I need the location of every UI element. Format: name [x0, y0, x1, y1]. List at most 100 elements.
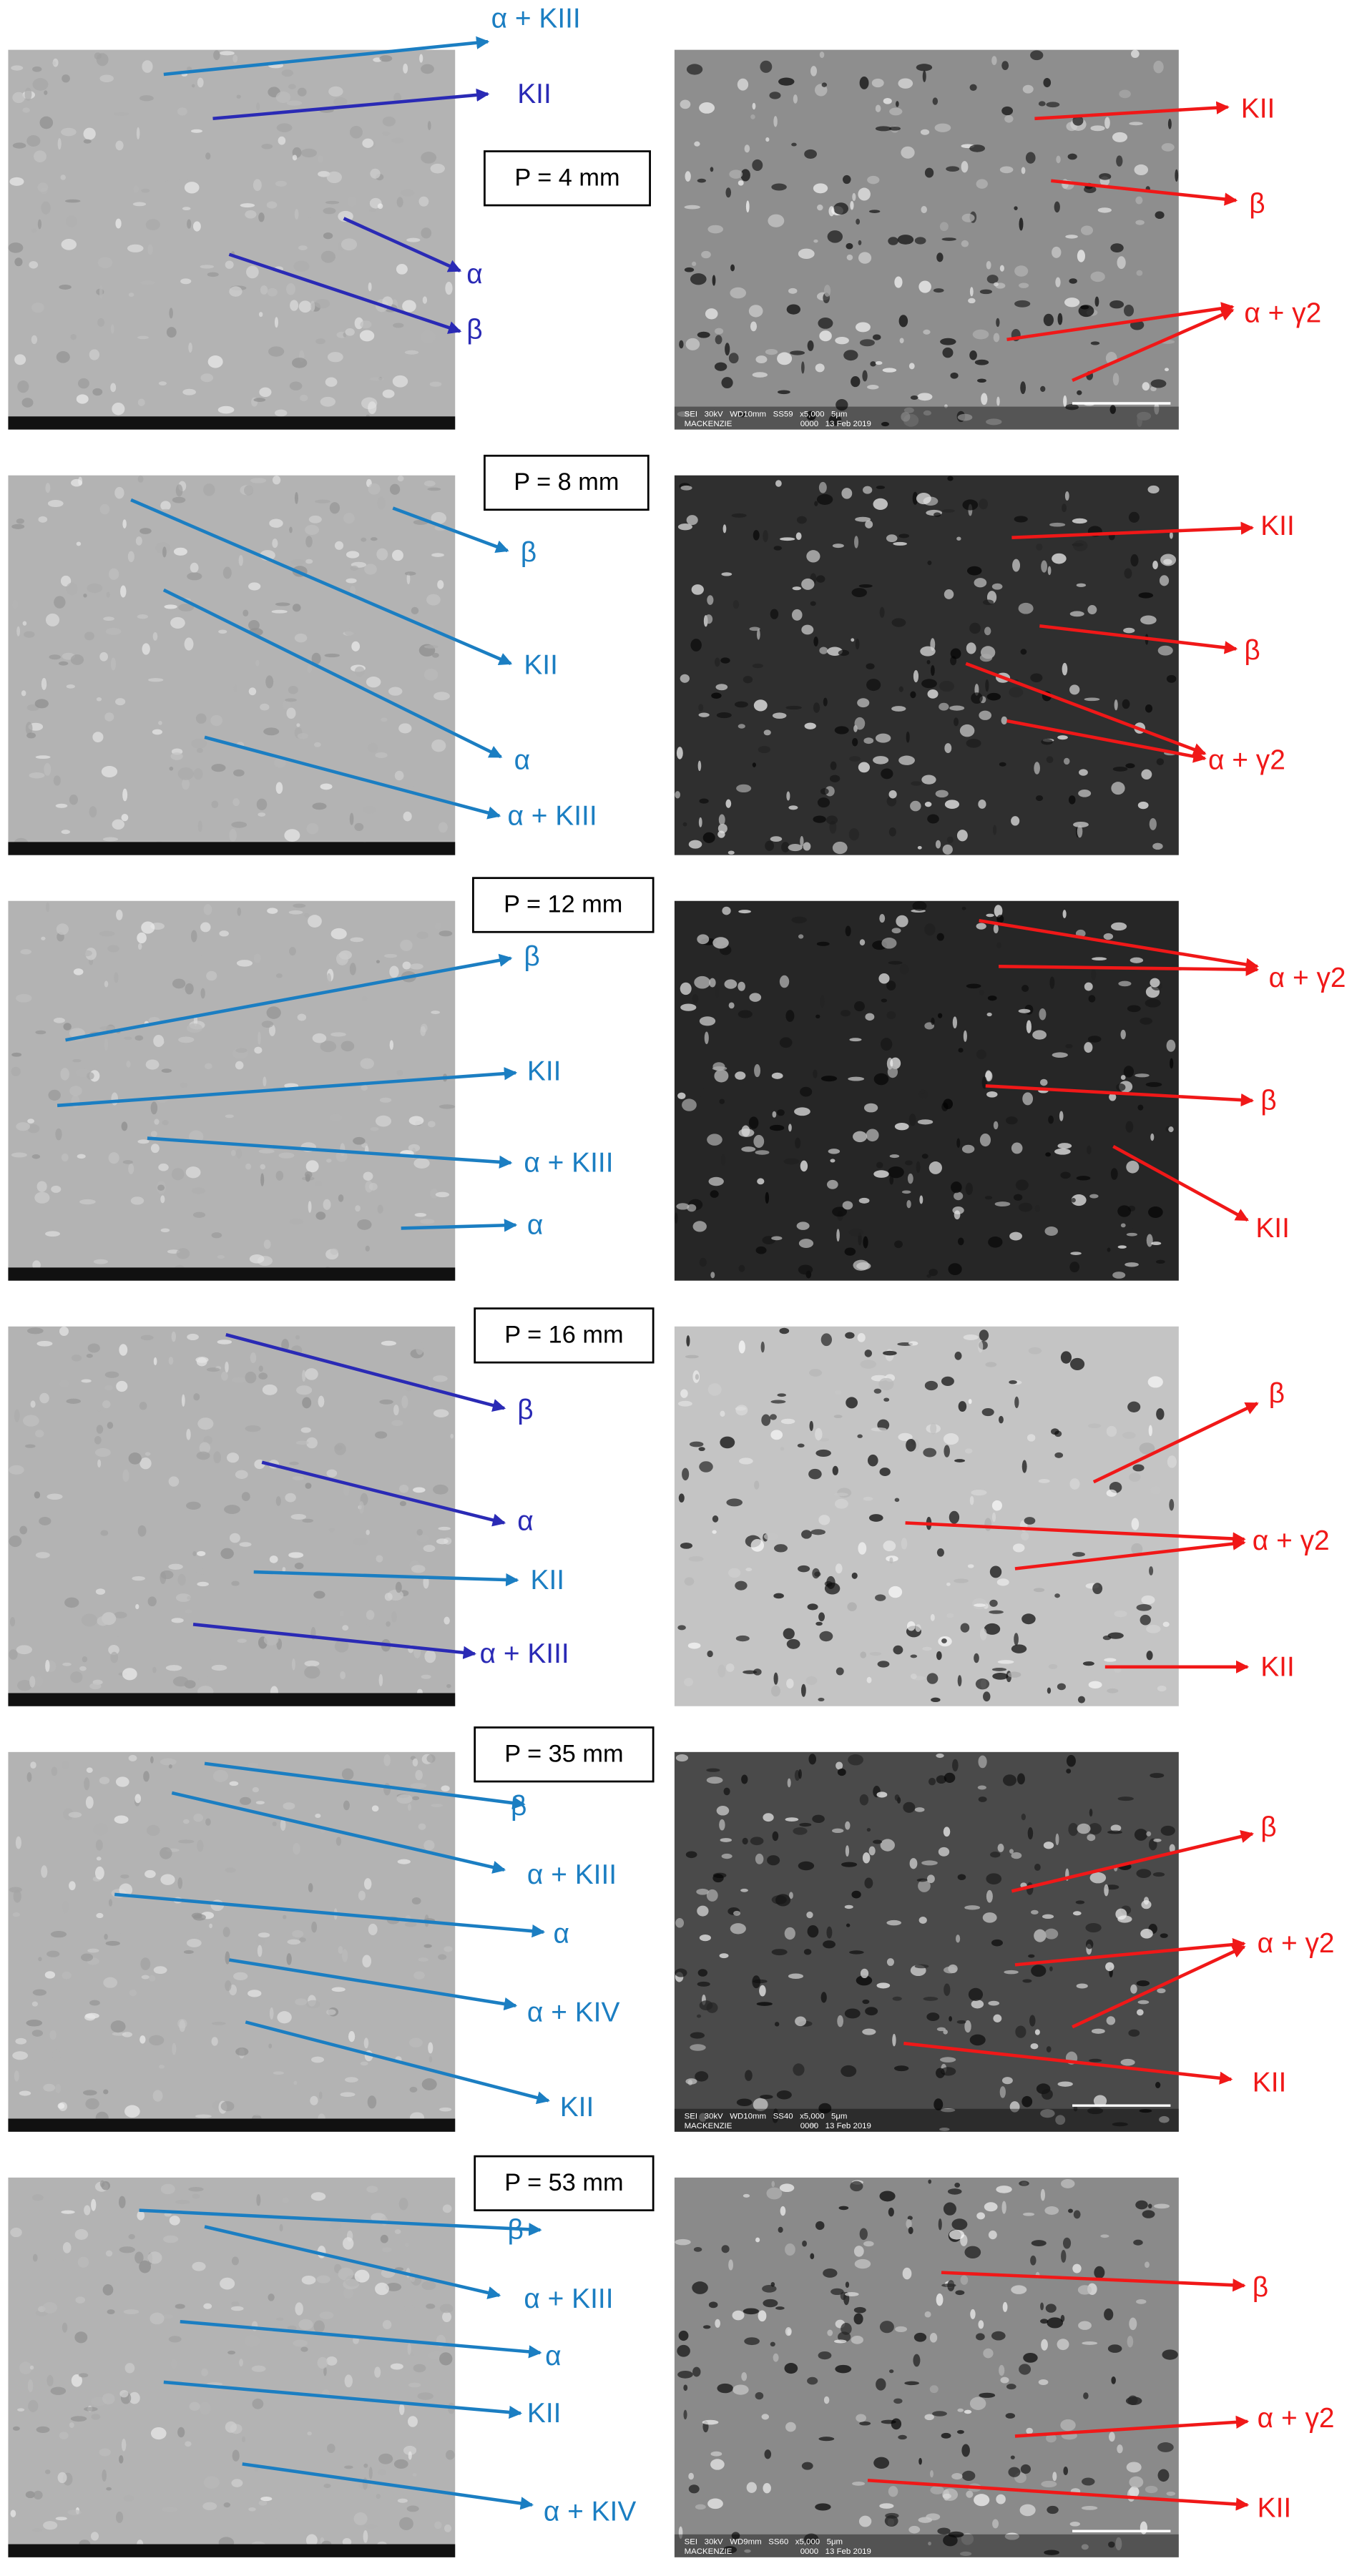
micrograph-feature	[873, 1388, 882, 1394]
micrograph-feature	[1157, 1685, 1167, 1692]
micrograph-feature	[946, 1582, 951, 1586]
micrograph-feature	[817, 205, 823, 211]
micrograph-feature	[427, 121, 431, 131]
micrograph-feature	[197, 1581, 209, 1587]
micrograph-feature	[300, 2346, 308, 2352]
micrograph-feature	[1136, 2299, 1147, 2304]
micrograph-feature	[20, 949, 31, 955]
micrograph-feature	[888, 790, 897, 799]
micrograph-feature	[873, 334, 881, 340]
micrograph-feature	[735, 1635, 750, 1642]
micrograph-feature	[23, 1415, 39, 1427]
micrograph-feature	[89, 1683, 102, 1690]
micrograph-feature	[74, 2331, 88, 2344]
micrograph-feature	[865, 1013, 875, 1021]
micrograph-feature	[177, 1573, 186, 1586]
micrograph-feature	[330, 1248, 338, 1255]
micrograph-feature	[107, 2309, 115, 2314]
micrograph-feature	[1057, 1683, 1066, 1691]
micrograph-feature	[1040, 2319, 1049, 2324]
micrograph-feature	[803, 1948, 812, 1955]
micrograph-feature	[817, 797, 831, 808]
micrograph-feature	[384, 1593, 393, 1601]
micrograph-feature	[675, 791, 681, 799]
micrograph-feature	[192, 2261, 206, 2271]
micrograph-feature	[682, 1468, 690, 1481]
micrograph-feature	[1112, 1272, 1126, 1279]
micrograph-feature	[134, 1035, 144, 1041]
micrograph-feature	[680, 99, 691, 109]
micrograph-feature	[346, 551, 360, 559]
micrograph-feature	[737, 413, 748, 418]
micrograph-feature	[797, 1443, 805, 1448]
micrograph-feature	[867, 1454, 878, 1467]
arrow	[1092, 1402, 1259, 1484]
micrograph-feature	[1022, 84, 1034, 94]
micrograph-feature	[815, 1427, 823, 1441]
micrograph-feature	[19, 2361, 32, 2374]
micrograph-feature	[1057, 2339, 1069, 2351]
micrograph-feature	[225, 2421, 237, 2433]
micrograph-feature	[977, 1785, 986, 1790]
micrograph-feature	[761, 1414, 771, 1426]
micrograph-feature	[1141, 1595, 1155, 1605]
micrograph-feature	[955, 2290, 965, 2296]
micrograph-feature	[16, 518, 24, 524]
micrograph-feature	[848, 1076, 865, 1081]
micrograph-feature	[921, 1154, 929, 1159]
micrograph-feature	[758, 2310, 767, 2322]
arrow	[1112, 1145, 1249, 1222]
micrograph-feature	[14, 257, 23, 267]
micrograph-feature	[328, 86, 343, 97]
micrograph-feature	[51, 1185, 62, 1193]
micrograph-feature	[709, 978, 716, 988]
micrograph-feature	[421, 2078, 437, 2090]
micrograph-feature	[720, 1436, 735, 1449]
micrograph-feature	[710, 1190, 719, 1198]
micrograph-feature	[122, 1160, 133, 1164]
micrograph-feature	[32, 2528, 43, 2532]
micrograph-feature	[1135, 1073, 1150, 1078]
micrograph-feature	[350, 937, 364, 943]
micrograph-feature	[143, 1771, 150, 1782]
micrograph-feature	[788, 805, 798, 810]
micrograph-feature	[814, 501, 818, 506]
micrograph-feature	[153, 1966, 167, 1975]
micrograph-feature	[60, 575, 72, 586]
micrograph-feature	[272, 539, 278, 549]
micrograph-feature	[852, 192, 856, 202]
position-label: P = 53 mm	[504, 2169, 623, 2196]
micrograph-feature	[1021, 985, 1029, 992]
micrograph-feature	[1042, 1914, 1054, 1919]
micrograph-feature	[368, 742, 378, 753]
micrograph-feature	[307, 665, 312, 674]
micrograph-feature	[137, 932, 147, 944]
micrograph-feature	[397, 1859, 411, 1864]
micrograph-feature	[962, 499, 979, 511]
micrograph-info: MACKENZIE 0000 13 Feb 2019	[685, 2122, 871, 2130]
micrograph-feature	[87, 583, 103, 594]
micrograph-feature	[680, 1543, 693, 1549]
micrograph-feature	[292, 604, 301, 612]
micrograph-feature	[1175, 169, 1179, 182]
micrograph-feature	[323, 207, 336, 215]
micrograph-feature	[354, 822, 364, 831]
micrograph-feature	[1065, 1043, 1073, 1048]
micrograph-feature	[220, 2101, 235, 2112]
micrograph-feature	[96, 1912, 104, 1919]
micrograph-feature	[1125, 763, 1135, 769]
micrograph-feature	[89, 349, 100, 360]
micrograph-feature	[1014, 265, 1029, 277]
micrograph-feature	[330, 928, 347, 940]
micrograph-feature	[682, 1098, 697, 1111]
micrograph-feature	[1027, 1827, 1034, 1840]
micrograph-feature	[824, 1582, 841, 1595]
micrograph-feature	[924, 801, 932, 807]
micrograph-feature	[857, 698, 870, 708]
micrograph-feature	[752, 159, 763, 172]
micrograph-feature	[750, 1837, 764, 1846]
micrograph-feature	[966, 2490, 974, 2498]
micrograph-feature	[992, 825, 997, 835]
micrograph-background	[674, 49, 1179, 430]
arrow	[204, 735, 501, 820]
